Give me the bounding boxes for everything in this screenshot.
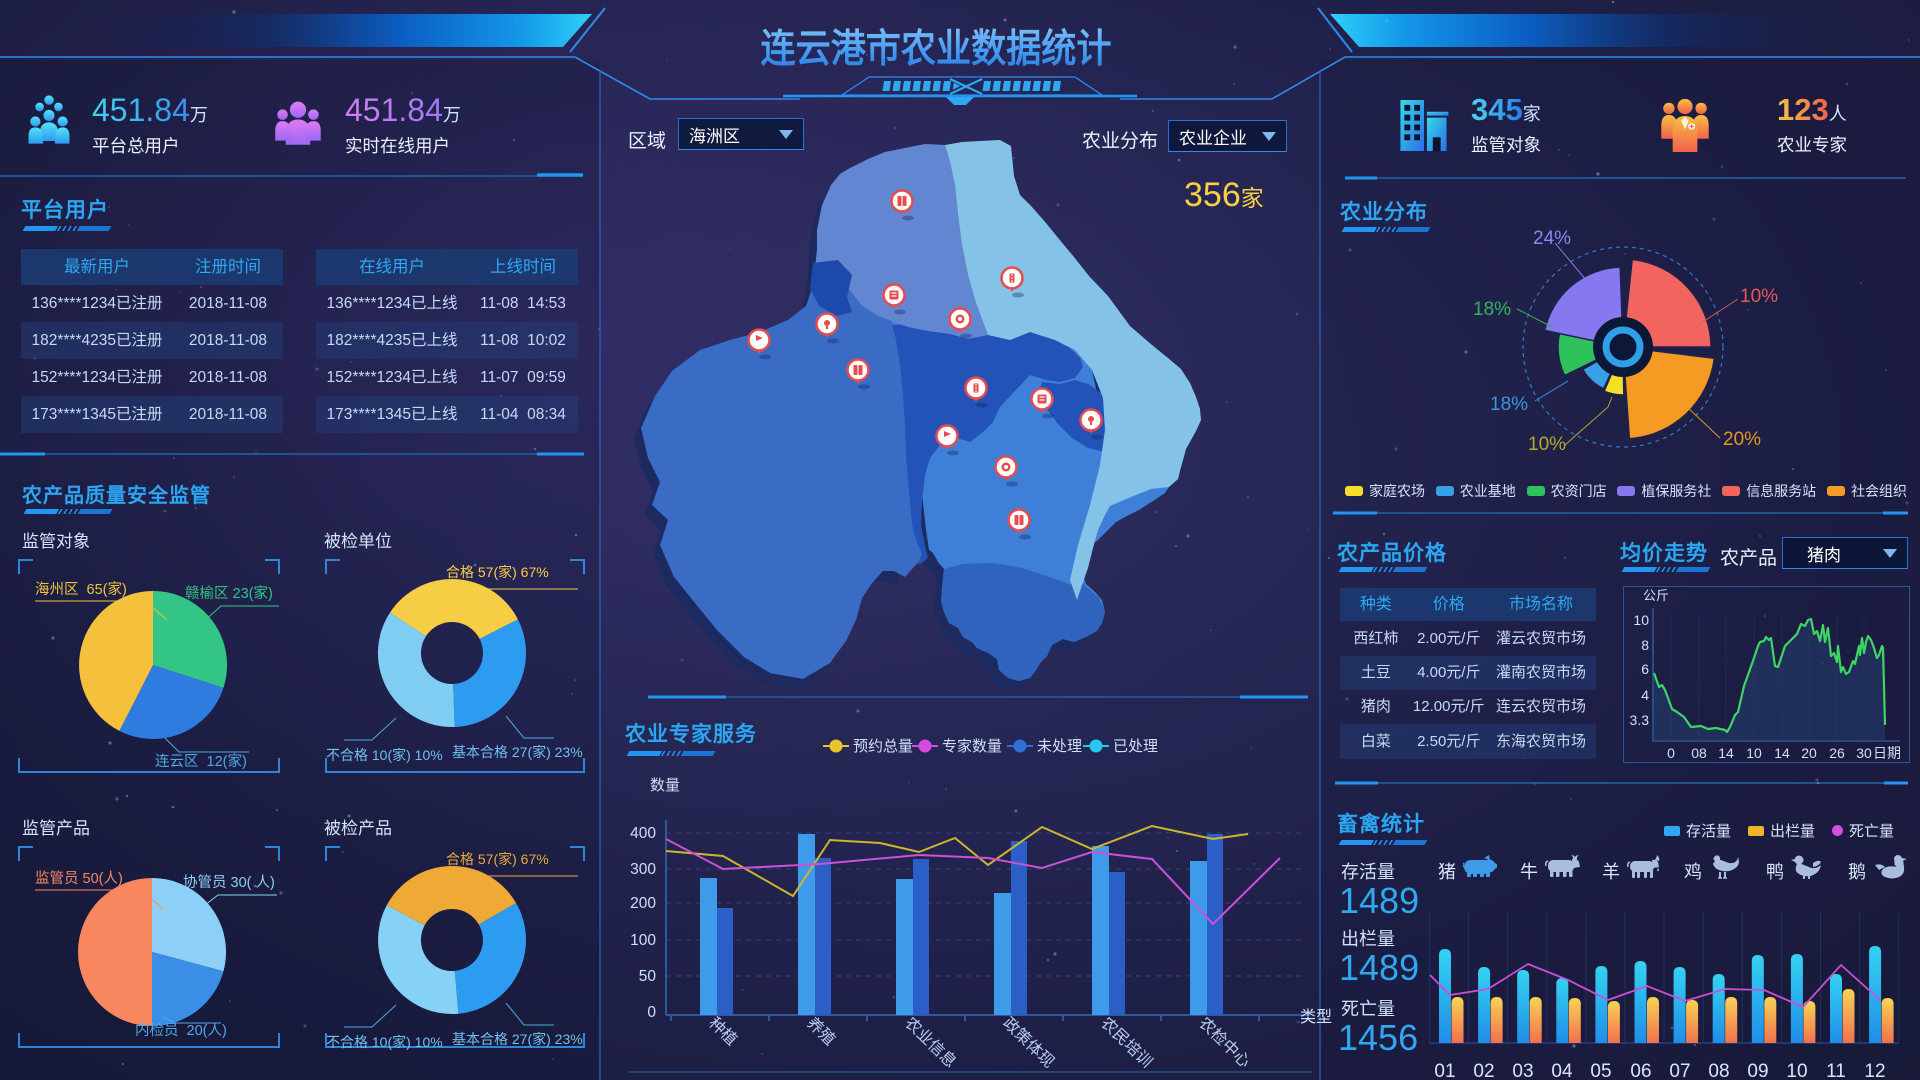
svg-text:14: 14	[1718, 745, 1734, 761]
svg-text:07: 07	[1669, 1061, 1690, 1080]
svg-text:04: 04	[1551, 1061, 1573, 1080]
svg-text:0: 0	[647, 1004, 656, 1021]
svg-text:30: 30	[1856, 745, 1872, 761]
svg-text:预约总量: 预约总量	[853, 738, 913, 755]
svg-text:种植: 种植	[705, 1014, 741, 1049]
svg-text:6: 6	[1641, 661, 1649, 677]
svg-text:26: 26	[1829, 745, 1845, 761]
svg-text:合格 57(家) 67%: 合格 57(家) 67%	[446, 851, 549, 867]
svg-text:连云区 12(家): 连云区 12(家)	[155, 753, 247, 770]
svg-text:农民培训: 农民培训	[1097, 1014, 1156, 1071]
svg-text:10: 10	[1633, 612, 1649, 628]
svg-text:不合格 10(家) 10%: 不合格 10(家) 10%	[326, 1034, 443, 1050]
svg-text:基本合格 27(家) 23%: 基本合格 27(家) 23%	[452, 744, 583, 760]
svg-text:09: 09	[1747, 1061, 1768, 1080]
svg-text:政策体现: 政策体现	[999, 1014, 1058, 1071]
svg-text:4: 4	[1641, 687, 1649, 703]
svg-text:06: 06	[1630, 1061, 1651, 1080]
svg-text:类型: 类型	[1300, 1008, 1332, 1026]
svg-text:20: 20	[1801, 745, 1817, 761]
svg-text:300: 300	[630, 861, 656, 878]
svg-text:内检员 20(人): 内检员 20(人)	[135, 1022, 227, 1039]
svg-text:03: 03	[1512, 1061, 1533, 1080]
svg-text:200: 200	[630, 895, 656, 912]
svg-text:14: 14	[1774, 745, 1790, 761]
svg-text:400: 400	[630, 825, 656, 842]
svg-text:不合格 10(家) 10%: 不合格 10(家) 10%	[326, 747, 443, 763]
svg-text:08: 08	[1708, 1061, 1729, 1080]
svg-text:3.3: 3.3	[1630, 712, 1650, 728]
svg-text:02: 02	[1473, 1061, 1494, 1080]
svg-text:08: 08	[1691, 745, 1707, 761]
svg-text:11: 11	[1826, 1061, 1846, 1080]
svg-text:农检中心: 农检中心	[1195, 1014, 1254, 1071]
svg-text:01: 01	[1434, 1061, 1455, 1080]
svg-text:已处理: 已处理	[1113, 738, 1158, 755]
svg-text:专家数量: 专家数量	[942, 738, 1002, 755]
svg-text:8: 8	[1641, 637, 1649, 653]
svg-text:05: 05	[1590, 1061, 1611, 1080]
svg-text:10: 10	[1746, 745, 1762, 761]
svg-text:公斤: 公斤	[1643, 588, 1669, 603]
svg-text:未处理: 未处理	[1037, 738, 1082, 755]
svg-text:农业信息: 农业信息	[901, 1014, 960, 1071]
svg-text:合格 57(家) 67%: 合格 57(家) 67%	[446, 564, 549, 580]
svg-text:数量: 数量	[650, 777, 680, 794]
svg-text:10: 10	[1786, 1061, 1807, 1080]
svg-text:0: 0	[1667, 745, 1675, 761]
svg-text:监管员 50(人): 监管员 50(人)	[35, 870, 123, 887]
svg-text:基本合格 27(家) 23%: 基本合格 27(家) 23%	[452, 1031, 583, 1047]
svg-text:100: 100	[630, 932, 656, 949]
svg-text:赣榆区 23(家): 赣榆区 23(家)	[185, 585, 273, 602]
svg-text:协管员 30( 人): 协管员 30( 人)	[183, 874, 275, 891]
svg-text:海州区 65(家): 海州区 65(家)	[35, 581, 127, 598]
svg-text:50: 50	[639, 968, 657, 985]
svg-text:日期: 日期	[1873, 745, 1901, 761]
svg-text:养殖: 养殖	[803, 1014, 839, 1049]
svg-text:12: 12	[1864, 1061, 1885, 1080]
